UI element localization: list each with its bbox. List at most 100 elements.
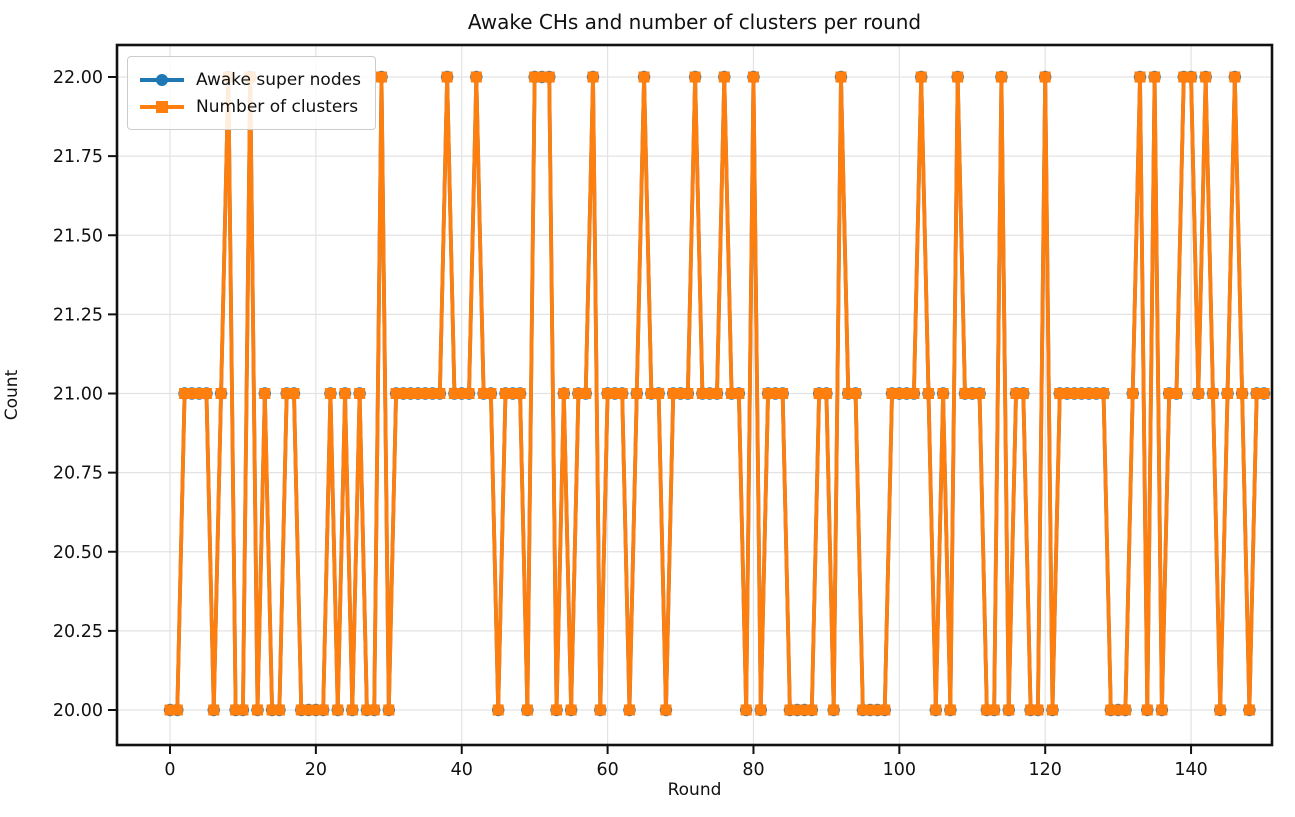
data-point-square xyxy=(514,388,526,399)
data-point-square xyxy=(784,704,796,716)
data-point-square xyxy=(1243,704,1255,716)
data-point-square xyxy=(200,388,212,399)
data-point-square xyxy=(1025,704,1037,716)
data-point-square xyxy=(1200,71,1212,83)
data-point-square xyxy=(536,71,548,83)
x-tick-label: 120 xyxy=(1028,760,1061,780)
data-point-square xyxy=(368,704,380,716)
data-point-square xyxy=(412,388,424,399)
data-point-square xyxy=(1178,71,1190,83)
data-point-square xyxy=(930,704,942,716)
y-tick-label: 21.00 xyxy=(53,385,103,405)
data-point-square xyxy=(631,388,643,399)
data-point-square xyxy=(857,704,869,716)
data-point-square xyxy=(266,704,278,716)
data-point-square xyxy=(755,704,767,716)
data-point-square xyxy=(623,704,635,716)
data-point-square xyxy=(1076,388,1088,399)
square-marker-icon xyxy=(156,100,168,113)
y-tick-label: 20.00 xyxy=(53,701,103,721)
data-point-square xyxy=(193,388,205,399)
data-point-square xyxy=(966,388,978,399)
data-point-square xyxy=(879,704,891,716)
data-point-square xyxy=(1061,388,1073,399)
data-point-square xyxy=(339,388,351,399)
data-point-square xyxy=(1134,71,1146,83)
legend: Awake super nodes Number of clusters xyxy=(127,56,376,130)
data-point-square xyxy=(1054,388,1066,399)
data-point-square xyxy=(952,71,964,83)
data-point-square xyxy=(230,704,242,716)
x-tick-label: 100 xyxy=(883,760,916,780)
data-point-square xyxy=(303,704,315,716)
data-point-square xyxy=(747,71,759,83)
data-point-square xyxy=(419,388,431,399)
data-point-square xyxy=(791,704,803,716)
data-point-square xyxy=(718,71,730,83)
data-point-square xyxy=(842,388,854,399)
y-tick-label: 21.25 xyxy=(53,305,103,325)
data-point-square xyxy=(645,388,657,399)
data-point-square xyxy=(405,388,417,399)
x-tick-label: 80 xyxy=(742,760,764,780)
data-point-square xyxy=(660,704,672,716)
data-point-square xyxy=(616,388,628,399)
data-point-square xyxy=(1170,388,1182,399)
data-point-square xyxy=(1032,704,1044,716)
data-point-square xyxy=(813,388,825,399)
data-point-square xyxy=(288,388,300,399)
data-point-square xyxy=(376,71,388,83)
y-tick-label: 20.25 xyxy=(53,622,103,642)
data-point-square xyxy=(1090,388,1102,399)
data-point-square xyxy=(886,388,898,399)
data-point-square xyxy=(397,388,409,399)
data-point-square xyxy=(580,388,592,399)
y-axis-label: Count xyxy=(2,369,22,421)
data-point-square xyxy=(835,71,847,83)
data-point-square xyxy=(711,388,723,399)
legend-item-number-of-clusters: Number of clusters xyxy=(140,93,361,120)
data-point-square xyxy=(551,704,563,716)
legend-label: Number of clusters xyxy=(196,96,359,117)
data-point-square xyxy=(1003,704,1015,716)
data-point-square xyxy=(740,704,752,716)
data-point-square xyxy=(1046,704,1058,716)
data-point-square xyxy=(988,704,1000,716)
data-point-square xyxy=(1251,388,1263,399)
data-point-square xyxy=(252,704,264,716)
y-tick-label: 22.00 xyxy=(53,68,103,88)
data-point-square xyxy=(726,388,738,399)
data-point-square xyxy=(638,71,650,83)
data-point-square xyxy=(1068,388,1080,399)
data-point-square xyxy=(828,704,840,716)
data-point-square xyxy=(806,704,818,716)
data-point-square xyxy=(485,388,497,399)
x-axis-label: Round xyxy=(667,780,722,800)
y-tick-label: 20.50 xyxy=(53,543,103,563)
data-point-square xyxy=(1258,388,1270,399)
data-point-square xyxy=(273,704,285,716)
data-point-square xyxy=(1105,704,1117,716)
data-point-square xyxy=(915,71,927,83)
legend-label: Awake super nodes xyxy=(196,69,361,90)
data-point-square xyxy=(448,388,460,399)
data-point-square xyxy=(959,388,971,399)
data-point-square xyxy=(1127,388,1139,399)
data-point-square xyxy=(332,704,344,716)
data-point-square xyxy=(317,704,329,716)
data-point-square xyxy=(1112,704,1124,716)
data-point-square xyxy=(1149,71,1161,83)
data-point-square xyxy=(667,388,679,399)
legend-sample-number-of-clusters xyxy=(140,100,184,114)
x-tick-label: 0 xyxy=(164,760,175,780)
data-point-square xyxy=(499,388,511,399)
data-point-square xyxy=(1163,388,1175,399)
data-point-square xyxy=(1192,388,1204,399)
data-point-square xyxy=(1214,704,1226,716)
data-point-square xyxy=(434,388,446,399)
data-point-square xyxy=(602,388,614,399)
data-point-square xyxy=(383,704,395,716)
data-point-square xyxy=(361,704,373,716)
